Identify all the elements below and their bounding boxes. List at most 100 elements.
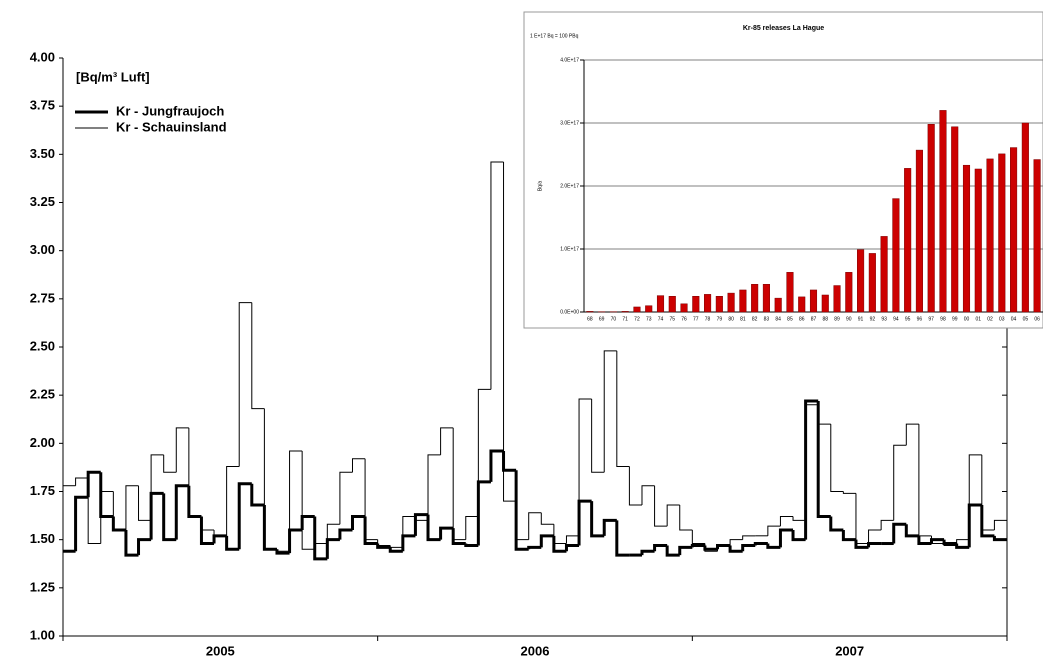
x-tick-label: 69	[599, 316, 605, 322]
y-tick-label: 1.0E+17	[560, 246, 579, 252]
x-tick-label: 91	[858, 316, 864, 322]
step-segment	[591, 399, 605, 473]
step-segment	[289, 450, 303, 552]
bar	[868, 253, 876, 313]
step-segment	[250, 483, 265, 507]
step-segment	[766, 543, 781, 549]
y-tick-label: 4.00	[30, 49, 55, 64]
step-segment	[841, 530, 856, 542]
step-segment	[767, 525, 781, 536]
step-segment	[427, 454, 441, 521]
step-segment	[199, 516, 215, 546]
step-segment	[640, 549, 655, 556]
bar	[892, 198, 900, 313]
step-segment	[565, 535, 580, 544]
step-segment	[992, 535, 1007, 542]
y-tick-label: 2.50	[30, 338, 55, 353]
step-segment	[654, 485, 668, 527]
step-segment	[376, 543, 391, 549]
step-segment	[451, 528, 466, 546]
step-segment	[753, 542, 768, 546]
step-segment	[489, 449, 504, 482]
step-segment	[313, 516, 328, 561]
inset-title: Kr-85 releases La Hague	[743, 25, 824, 32]
bar	[880, 236, 888, 313]
y-tick-label: 1.25	[30, 579, 55, 594]
bar	[1033, 159, 1041, 313]
y-tick-label: 3.75	[30, 98, 55, 113]
step-segment	[929, 538, 945, 544]
x-tick-label: 93	[881, 316, 887, 322]
y-tick-label: 3.50	[30, 146, 55, 161]
x-tick-label: 04	[1011, 316, 1017, 322]
step-segment	[174, 484, 189, 540]
x-tick-label: 97	[928, 316, 934, 322]
step-segment	[615, 520, 630, 557]
step-segment	[603, 350, 617, 473]
y-tick-label: 3.0E+17	[560, 120, 579, 126]
step-segment	[917, 535, 932, 546]
step-segment	[226, 465, 240, 536]
bar	[927, 124, 935, 313]
bar	[1010, 147, 1018, 313]
step-segment	[237, 482, 252, 550]
step-segment	[564, 543, 580, 552]
step-segment	[275, 549, 290, 555]
step-segment	[75, 477, 89, 486]
x-tick-label: 2005	[206, 643, 235, 658]
step-segment	[490, 161, 504, 390]
step-segment	[99, 472, 114, 519]
step-segment	[401, 534, 416, 552]
bar	[798, 296, 806, 313]
bar	[692, 296, 700, 313]
bar	[845, 272, 853, 313]
step-segment	[440, 427, 454, 455]
x-tick-label: 72	[634, 316, 640, 322]
y-tick-label: 2.75	[30, 290, 55, 305]
step-segment	[868, 529, 882, 544]
bar	[751, 284, 759, 313]
bar	[833, 285, 841, 313]
step-segment	[641, 485, 655, 505]
bar	[939, 110, 947, 313]
step-segment	[300, 515, 315, 531]
bar	[904, 168, 912, 313]
x-tick-label: 2007	[835, 643, 864, 658]
step-segment	[703, 545, 718, 551]
y-axis-label: [Bq/m³ Luft]	[76, 69, 150, 84]
step-segment	[251, 302, 265, 410]
step-segment	[503, 162, 517, 502]
step-segment	[829, 516, 844, 532]
step-segment	[528, 512, 542, 540]
step-segment	[476, 480, 491, 546]
step-segment	[778, 528, 794, 548]
x-tick-label: 77	[693, 316, 699, 322]
step-segment	[666, 504, 680, 527]
x-tick-label: 74	[658, 316, 664, 322]
step-segment	[893, 444, 907, 521]
step-segment	[301, 451, 315, 550]
bar	[986, 158, 994, 313]
bar	[1021, 122, 1029, 313]
step-segment	[540, 512, 554, 525]
step-segment	[942, 539, 957, 546]
step-segment	[527, 545, 542, 550]
step-segment	[288, 528, 303, 554]
step-segment	[125, 485, 139, 531]
step-segment	[791, 530, 806, 542]
legend-label: Kr - Jungfraujoch	[116, 103, 224, 118]
x-tick-label: 73	[646, 316, 652, 322]
bar	[774, 297, 782, 313]
step-segment	[590, 501, 605, 538]
step-segment	[665, 545, 680, 557]
x-tick-label: 83	[764, 316, 770, 322]
step-segment	[691, 530, 705, 545]
bar	[974, 168, 982, 313]
step-segment	[816, 400, 831, 519]
step-segment	[74, 495, 89, 552]
y-tick-label: 4.0E+17	[560, 57, 579, 63]
bar	[857, 249, 865, 313]
step-segment	[426, 514, 441, 542]
step-segment	[690, 543, 705, 548]
